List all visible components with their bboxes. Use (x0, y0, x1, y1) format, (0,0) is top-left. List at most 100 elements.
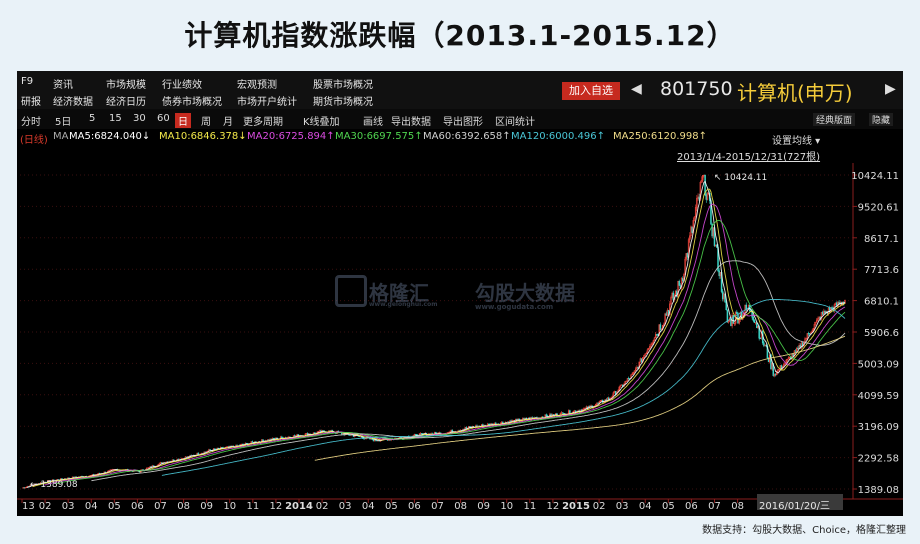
candle-body (732, 315, 735, 324)
menu-stock-market[interactable]: 股票市场概况 (313, 80, 373, 91)
watermark-logo-icon (335, 275, 367, 307)
candle-body (807, 333, 810, 335)
candle-body (691, 226, 693, 233)
y-tick-label: 4099.59 (858, 391, 899, 402)
prev-arrow-icon[interactable]: ◀ (631, 81, 642, 97)
ma30-line (55, 219, 846, 485)
tab-drawing[interactable]: 画线 (363, 117, 383, 128)
candle-body (696, 197, 698, 208)
candle-body (806, 333, 809, 339)
watermark-brand: 格隆汇 (369, 281, 429, 305)
x-tick-label: 13 (22, 501, 35, 512)
y-tick-label: 7713.6 (864, 265, 899, 276)
menu-f9[interactable]: F9 (21, 76, 34, 87)
tab-daily[interactable]: 日 (175, 113, 191, 128)
tab-5day[interactable]: 5日 (55, 117, 72, 128)
tab-weekly[interactable]: 周 (201, 117, 211, 128)
candle-body (562, 412, 564, 414)
data-source: 数据支持：勾股大数据、Choice，格隆汇整理 (702, 525, 906, 536)
candle-body (689, 235, 691, 240)
tab-export-data[interactable]: 导出数据 (391, 117, 431, 128)
candle-body (701, 175, 704, 181)
tab-monthly[interactable]: 月 (223, 117, 233, 128)
candle-body (763, 342, 765, 346)
x-tick-label: 09 (477, 501, 490, 512)
candle-body (745, 304, 747, 311)
candle-body (314, 432, 316, 434)
x-tick-label: 08 (177, 501, 190, 512)
tab-30min[interactable]: 30 (133, 113, 146, 124)
y-tick-label: 1389.08 (858, 485, 899, 496)
candle-body (759, 337, 762, 340)
tab-kline-overlay[interactable]: K线叠加 (303, 117, 340, 128)
candle-body (597, 402, 599, 404)
x-tick-label: 04 (639, 501, 652, 512)
hide-button[interactable]: 隐藏 (869, 113, 894, 126)
candle-body (705, 194, 708, 200)
candle-body (821, 312, 824, 315)
ma-settings-button[interactable]: 设置均线 ▾ (772, 136, 821, 147)
candle-body (625, 380, 628, 382)
y-tick-label: 5906.6 (864, 328, 899, 339)
tab-60min[interactable]: 60 (157, 113, 170, 124)
x-tick-label: 07 (708, 501, 721, 512)
x-tick-label: 09 (200, 501, 213, 512)
date-range[interactable]: 2013/1/4-2015/12/31(727根) (677, 152, 821, 163)
menu-futures-market[interactable]: 期货市场概况 (313, 97, 373, 108)
candle-body (329, 430, 331, 432)
y-tick-label: 2292.58 (858, 454, 899, 465)
ma120-label: MA120:6000.496↑ (511, 131, 606, 142)
candle-body (651, 342, 653, 345)
candle-body (805, 338, 807, 340)
tab-intraday[interactable]: 分时 (21, 117, 41, 128)
menu-industry-performance[interactable]: 行业绩效 (162, 80, 202, 91)
period-toolbar: 分时 5日 5 15 30 60 日 周 月 更多周期 K线叠加 画线 导出数据… (17, 109, 903, 129)
menu-research[interactable]: 研报 (21, 97, 41, 108)
next-arrow-icon[interactable]: ▶ (885, 81, 896, 97)
candle-body (794, 350, 797, 352)
candle-body (599, 400, 602, 403)
x-tick-label: 2016/01/20/三 (759, 501, 830, 512)
tab-5min[interactable]: 5 (89, 113, 96, 124)
ma250-label: MA250:6120.998↑ (613, 131, 708, 142)
candle-body (698, 196, 700, 200)
candle-body (693, 216, 696, 221)
candle-body (353, 435, 356, 437)
candle-body (643, 355, 645, 358)
candle-body (817, 318, 819, 321)
menu-economic-data[interactable]: 经济数据 (53, 97, 93, 108)
candle-body (281, 436, 283, 439)
chart-title: 计算机指数涨跌幅（2013.1-2015.12） (184, 19, 736, 52)
menu-economic-calendar[interactable]: 经济日历 (106, 97, 146, 108)
x-tick-label: 03 (616, 501, 629, 512)
moving-averages-layer (26, 180, 846, 489)
tab-range-stats[interactable]: 区间统计 (495, 117, 535, 128)
menu-macro-forecast[interactable]: 宏观预测 (237, 80, 277, 91)
candle-body (694, 207, 697, 217)
candle-body (787, 357, 790, 360)
y-tick-label: 10424.11 (851, 171, 899, 182)
tab-15min[interactable]: 15 (109, 113, 122, 124)
candle-body (665, 313, 668, 316)
x-tick-label: 12 (270, 501, 283, 512)
candle-body (677, 281, 679, 298)
menu-account-stats[interactable]: 市场开户统计 (237, 97, 297, 108)
add-to-watchlist-button[interactable]: 加入自选 (562, 82, 620, 100)
ma250-line (314, 335, 846, 461)
menu-bond-market[interactable]: 债券市场概况 (162, 97, 222, 108)
candle-body (831, 307, 833, 309)
menu-news[interactable]: 资讯 (53, 80, 73, 91)
x-tick-label: 12 (547, 501, 560, 512)
candle-body (415, 434, 417, 436)
menu-market-scale[interactable]: 市场规模 (106, 80, 146, 91)
candle-body (185, 456, 188, 458)
candle-body (820, 312, 823, 320)
tab-export-graph[interactable]: 导出图形 (443, 117, 483, 128)
candle-body (764, 345, 766, 347)
x-tick-label: 08 (454, 501, 467, 512)
classic-layout-button[interactable]: 经典版面 (813, 113, 856, 126)
candle-body (650, 344, 652, 347)
x-tick-label: 03 (62, 501, 75, 512)
tab-more-periods[interactable]: 更多周期 (243, 117, 283, 128)
x-tick-label: 11 (246, 501, 259, 512)
